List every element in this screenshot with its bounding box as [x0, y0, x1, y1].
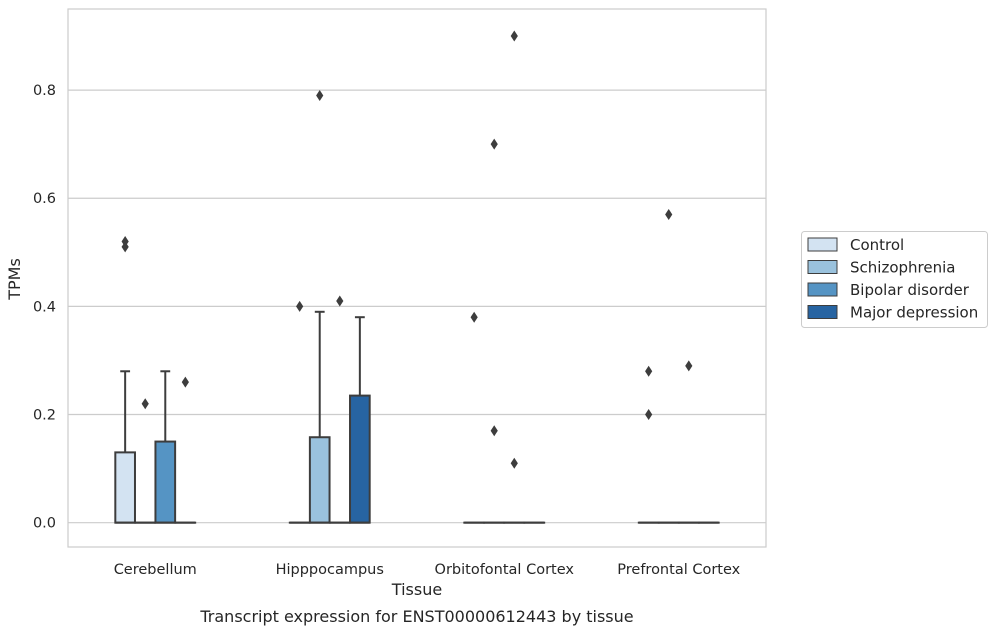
outlier-point: [490, 425, 498, 437]
box-bipolar-disorder: [154, 370, 177, 524]
box-major-depression: [349, 316, 371, 524]
outlier-point: [645, 409, 653, 421]
outlier-point: [510, 30, 518, 42]
legend-label: Control: [850, 236, 904, 254]
outlier-point: [121, 236, 129, 248]
legend-frame: [801, 231, 988, 328]
box-body: [308, 436, 331, 524]
legend-swatch: [807, 282, 838, 297]
outlier-point: [316, 90, 324, 102]
box-body: [349, 394, 371, 524]
x-tick-label: Hipppocampus: [276, 562, 384, 578]
legend-swatch: [807, 305, 838, 319]
outlier-point: [645, 365, 653, 377]
legend-label: Major depression: [850, 304, 978, 322]
outlier-point: [141, 398, 149, 410]
y-tick-label: 0.0: [33, 516, 56, 532]
x-axis-label: Tissue: [391, 580, 442, 599]
box-schizophrenia: [308, 310, 331, 524]
x-tick-label: Orbitofontal Cortex: [435, 562, 575, 578]
outlier-point: [181, 376, 189, 388]
legend-swatch: [807, 260, 838, 274]
box-body: [114, 451, 136, 524]
x-axis-ticks: Cerebellum Hipppocampus Orbitofontal Corte…: [114, 562, 741, 578]
legend-label: Bipolar disorder: [850, 281, 970, 299]
outlier-point: [685, 360, 693, 372]
x-tick-label: Cerebellum: [114, 562, 197, 578]
x-tick-label: Prefrontal Cortex: [617, 562, 740, 578]
legend: Control Schizophrenia Bipolar disorder Majo…: [801, 231, 988, 328]
outlier-point: [490, 138, 498, 150]
plot-area-frame: [67, 8, 767, 548]
outlier-point: [470, 311, 478, 323]
outlier-point: [296, 300, 304, 312]
box-control: [114, 370, 136, 524]
boxes: [114, 310, 720, 524]
legend-swatch: [807, 237, 838, 252]
y-tick-label: 0.2: [33, 408, 56, 424]
outlier-point: [336, 295, 344, 307]
y-axis-label: TPMs: [5, 258, 24, 301]
outlier-point: [665, 208, 673, 220]
chart-caption: Transcript expression for ENST0000061244…: [199, 607, 633, 626]
y-tick-label: 0.6: [33, 191, 56, 207]
outlier-points: [121, 30, 693, 469]
legend-label: Schizophrenia: [850, 259, 955, 277]
y-tick-label: 0.8: [33, 83, 56, 99]
outlier-point: [510, 457, 518, 469]
y-tick-label: 0.4: [33, 299, 56, 315]
y-axis-ticks: 0.0 0.2 0.4 0.6 0.8: [33, 83, 56, 532]
box-body: [154, 440, 177, 524]
